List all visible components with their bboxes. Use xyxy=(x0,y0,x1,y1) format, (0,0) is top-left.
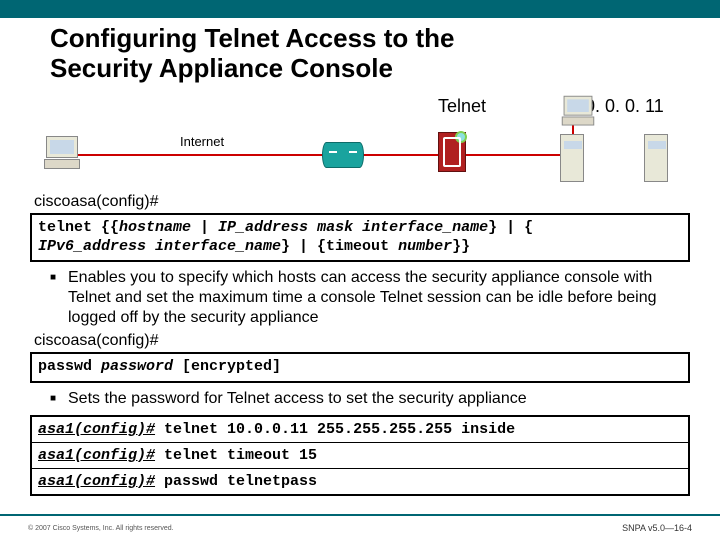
network-diagram: Telnet 10. 0. 0. 11 Internet xyxy=(30,94,690,189)
slide-footer: © 2007 Cisco Systems, Inc. All rights re… xyxy=(0,514,720,540)
telnet-label: Telnet xyxy=(438,96,486,117)
command-row: asa1(config)# passwd telnetpass xyxy=(32,469,688,494)
router-icon xyxy=(322,142,364,168)
slide-header: Configuring Telnet Access to the Securit… xyxy=(0,18,720,84)
bullet-item: Sets the password for Telnet access to s… xyxy=(54,389,682,409)
pc-icon xyxy=(44,136,80,172)
internet-label: Internet xyxy=(180,134,224,149)
pc-icon xyxy=(562,96,594,128)
link-line xyxy=(363,154,439,156)
link-line xyxy=(76,154,326,156)
title-line-1: Configuring Telnet Access to the xyxy=(50,23,454,53)
syntax-box-passwd: passwd password [encrypted] xyxy=(30,352,690,383)
bullet-list: Sets the password for Telnet access to s… xyxy=(30,389,690,411)
slide-ref: SNPA v5.0—16-4 xyxy=(622,523,692,533)
top-accent-bar xyxy=(0,0,720,18)
server-icon xyxy=(644,134,668,182)
syntax-box-telnet: telnet {{hostname | IP_address mask inte… xyxy=(30,213,690,263)
slide-content: Telnet 10. 0. 0. 11 Internet ciscoasa(co… xyxy=(0,84,720,496)
title-line-2: Security Appliance Console xyxy=(50,53,393,83)
command-row: asa1(config)# telnet 10.0.0.11 255.255.2… xyxy=(32,417,688,443)
command-row: asa1(config)# telnet timeout 15 xyxy=(32,443,688,469)
page-title: Configuring Telnet Access to the Securit… xyxy=(50,24,690,84)
bullet-list: Enables you to specify which hosts can a… xyxy=(30,268,690,330)
link-line xyxy=(466,154,572,156)
commands-box: asa1(config)# telnet 10.0.0.11 255.255.2… xyxy=(30,415,690,496)
bullet-item: Enables you to specify which hosts can a… xyxy=(54,268,682,328)
copyright-text: © 2007 Cisco Systems, Inc. All rights re… xyxy=(28,525,174,532)
cli-prompt: ciscoasa(config)# xyxy=(34,193,690,211)
cli-prompt: ciscoasa(config)# xyxy=(34,332,690,350)
firewall-icon xyxy=(438,132,466,172)
server-icon xyxy=(560,134,584,182)
